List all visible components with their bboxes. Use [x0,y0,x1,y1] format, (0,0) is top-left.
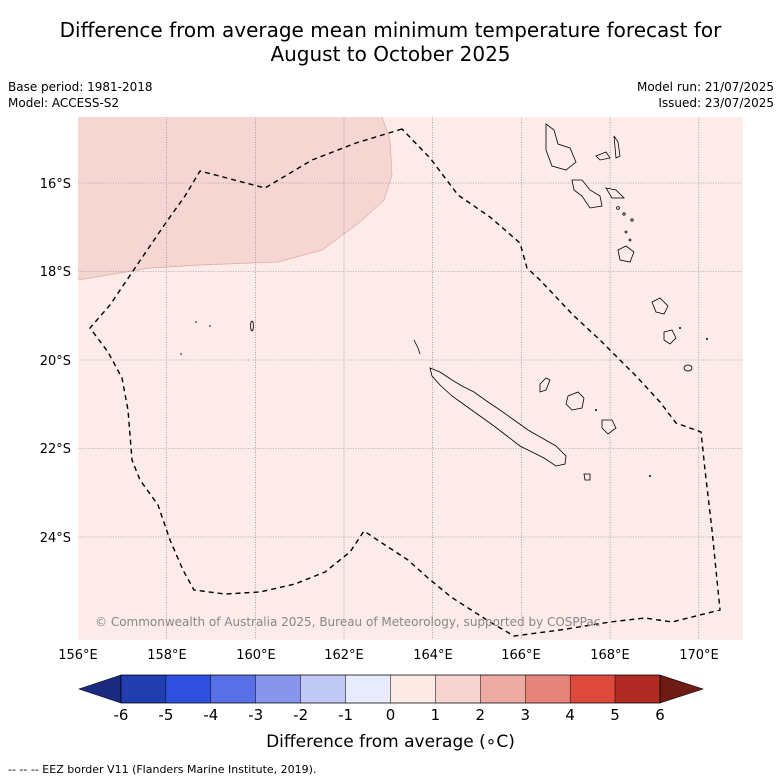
model-run: Model run: 21/07/2025 [636,80,774,94]
colorbar-tick-label: 1 [431,706,441,724]
colorbar-swatch [255,674,301,704]
title-line-2: August to October 2025 [270,42,511,66]
colorbar-tick-label: 0 [386,706,396,724]
loyalty-island-ouvea [539,377,551,393]
colorbar-low-extension [78,674,122,704]
small-reef [180,353,182,355]
small-reef [195,321,197,323]
lat-label: 16°S [40,177,71,192]
small-island [595,409,597,411]
lon-label: 168°E [590,648,630,663]
vanuatu-espiritu-santo [545,123,577,171]
lat-label: 24°S [40,531,71,546]
colorbar: -6 -5 -4 -3 -2 -1 0 1 2 3 4 5 6 [78,674,704,724]
colorbar-swatch [435,674,481,704]
colorbar-swatch [569,674,616,704]
map-frame [77,116,744,641]
colorbar-swatch [345,674,391,704]
small-reef [209,325,211,327]
colorbar-tick-label: 6 [655,706,665,724]
colorbar-swatch [525,674,571,704]
warm-anomaly-region [78,117,393,281]
lat-label: 20°S [40,354,71,369]
colorbar-tick-label: -5 [158,706,173,724]
vanuatu-efate [617,245,635,263]
lon-label: 162°E [324,648,364,663]
vanuatu-island [683,364,693,372]
lat-label: 18°S [40,265,71,280]
belep-islands [413,339,421,355]
loyalty-island-lifou [565,391,585,411]
model-name: Model: ACCESS-S2 [8,96,120,110]
colorbar-high-extension [659,674,704,704]
lon-label: 158°E [147,648,187,663]
colorbar-swatch [390,674,436,704]
new-caledonia-island [429,367,567,467]
title-line-1: Difference from average mean minimum tem… [59,18,722,42]
colorbar-swatch [480,674,526,704]
gridlines [78,117,743,640]
vanuatu-aneityum [663,329,677,345]
small-island [630,218,634,222]
base-period: Base period: 1981-2018 [8,80,153,94]
colorbar-tick-label: -3 [248,706,263,724]
chesterfield-reef [250,320,254,332]
lon-label: 164°E [413,648,453,663]
longitude-axis: 156°E 158°E 160°E 162°E 164°E 166°E 168°… [58,648,719,663]
colorbar-tick-label: -2 [293,706,308,724]
lon-label: 166°E [501,648,541,663]
small-island [706,338,708,340]
vanuatu-island [605,187,625,199]
colorbar-swatch [120,674,167,704]
colorbar-tick-label: 5 [610,706,620,724]
colorbar-swatch [165,674,212,704]
lon-label: 170°E [679,648,719,663]
small-island [622,212,626,216]
latitude-axis: 16°S 18°S 20°S 22°S 24°S [40,177,71,546]
lon-label: 156°E [58,648,98,663]
vanuatu-island [613,135,621,159]
colorbar-tick-label: 2 [476,706,486,724]
colorbar-tick-label: -1 [338,706,353,724]
colorbar-tick-label: 4 [565,706,575,724]
colorbar-tick-label: -4 [203,706,218,724]
small-island [628,238,632,242]
vanuatu-island [595,151,611,161]
vanuatu-tanna [651,297,669,315]
loyalty-island-mare [601,419,617,435]
eez-legend-note: -- -- -- EEZ border V11 (Flanders Marine… [8,763,317,776]
copyright-text: © Commonwealth of Australia 2025, Bureau… [95,615,600,629]
colorbar-swatch [300,674,346,704]
colorbar-swatch [210,674,256,704]
small-island [679,327,681,329]
small-island [649,475,651,477]
colorbar-tick-label: -6 [114,706,129,724]
colorbar-label: Difference from average (∘C) [266,732,515,752]
chart-title: Difference from average mean minimum tem… [0,18,781,66]
lat-label: 22°S [40,442,71,457]
isle-of-pines [583,473,591,481]
issued-date: Issued: 23/07/2025 [658,96,774,110]
lon-label: 160°E [236,648,276,663]
small-island [616,206,620,210]
small-island [624,230,628,234]
colorbar-tick-label: 3 [520,706,530,724]
meta-right: Model run: 21/07/2025 Issued: 23/07/2025 [637,79,774,111]
colorbar-frame [120,674,661,704]
colorbar-swatch [614,674,661,704]
meta-left: Base period: 1981-2018 Model: ACCESS-S2 [8,79,153,111]
vanuatu-malakula [571,179,603,209]
